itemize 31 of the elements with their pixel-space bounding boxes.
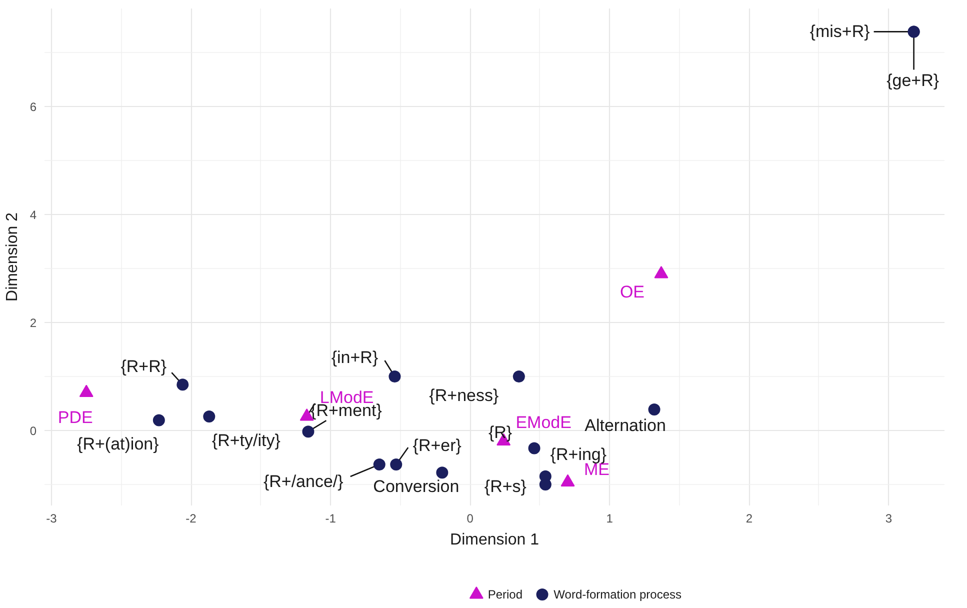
x-tick-label: -3 — [46, 512, 58, 526]
data-label: {in+R} — [331, 348, 378, 368]
data-label: {R+R} — [120, 357, 167, 376]
data-label: {R+/ance/} — [263, 472, 344, 491]
data-label: {ge+R} — [886, 71, 940, 90]
x-tick-label: 2 — [746, 512, 753, 526]
data-label: {R+ness} — [429, 386, 499, 406]
data-label: {R+s} — [484, 476, 527, 496]
x-axis-title: Dimension 1 — [450, 532, 540, 548]
data-label: {R+ty/ity} — [212, 430, 281, 450]
y-axis-title: Dimension 2 — [4, 212, 21, 302]
y-tick-label: 2 — [30, 316, 37, 330]
data-label: EModE — [516, 412, 572, 432]
data-label: Alternation — [584, 416, 666, 435]
data-label: {mis+R} — [810, 22, 870, 42]
y-tick-label: 6 — [30, 100, 37, 114]
data-label: OE — [620, 282, 645, 302]
x-tick-label: -2 — [186, 512, 197, 526]
x-tick-label: 3 — [885, 512, 892, 526]
x-tick-label: 0 — [466, 512, 474, 526]
data-label: {R+er} — [412, 436, 462, 455]
y-tick-label: 4 — [30, 208, 37, 222]
data-label: PDE — [58, 408, 93, 428]
data-label: {R} — [488, 422, 512, 442]
data-label: {R+(at)ion} — [77, 434, 160, 454]
data-label: Conversion — [373, 477, 460, 496]
x-tick-label: -1 — [325, 512, 336, 526]
legend-label: Word-formation process — [554, 588, 682, 602]
y-tick-label: 0 — [30, 424, 37, 438]
x-tick-label: 1 — [606, 512, 614, 526]
legend-label: Period — [488, 588, 523, 602]
